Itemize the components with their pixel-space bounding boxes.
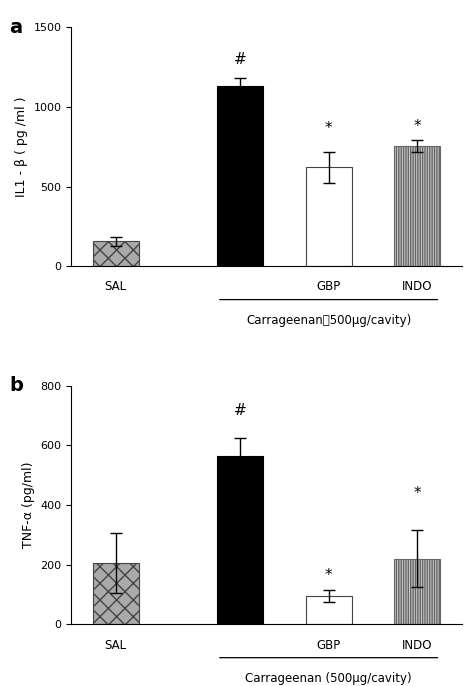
Text: GBP: GBP [317,639,341,652]
Text: a: a [9,18,22,37]
Text: *: * [414,486,421,501]
Text: *: * [414,119,421,134]
Text: *: * [325,121,332,137]
Bar [93,241,139,266]
Text: Carrageenan（500μg/cavity): Carrageenan（500μg/cavity) [246,314,411,327]
Text: #: # [234,52,246,67]
Text: SAL: SAL [105,281,127,294]
Text: INDO: INDO [402,639,433,652]
Bar [306,167,352,266]
Text: #: # [234,403,246,418]
Y-axis label: IL1 - β ( pg /ml ): IL1 - β ( pg /ml ) [15,97,28,197]
Text: Carrageenan (500μg/cavity): Carrageenan (500μg/cavity) [245,672,412,685]
Bar [217,456,263,624]
Bar [394,558,440,624]
Bar [394,146,440,266]
Bar [93,563,139,624]
Text: INDO: INDO [402,281,433,294]
Text: GBP: GBP [317,281,341,294]
Bar [306,596,352,624]
Text: b: b [9,376,23,395]
Text: SAL: SAL [105,639,127,652]
Text: *: * [325,569,332,583]
Bar [217,86,263,266]
Y-axis label: TNF-α (pg/ml): TNF-α (pg/ml) [22,462,35,548]
